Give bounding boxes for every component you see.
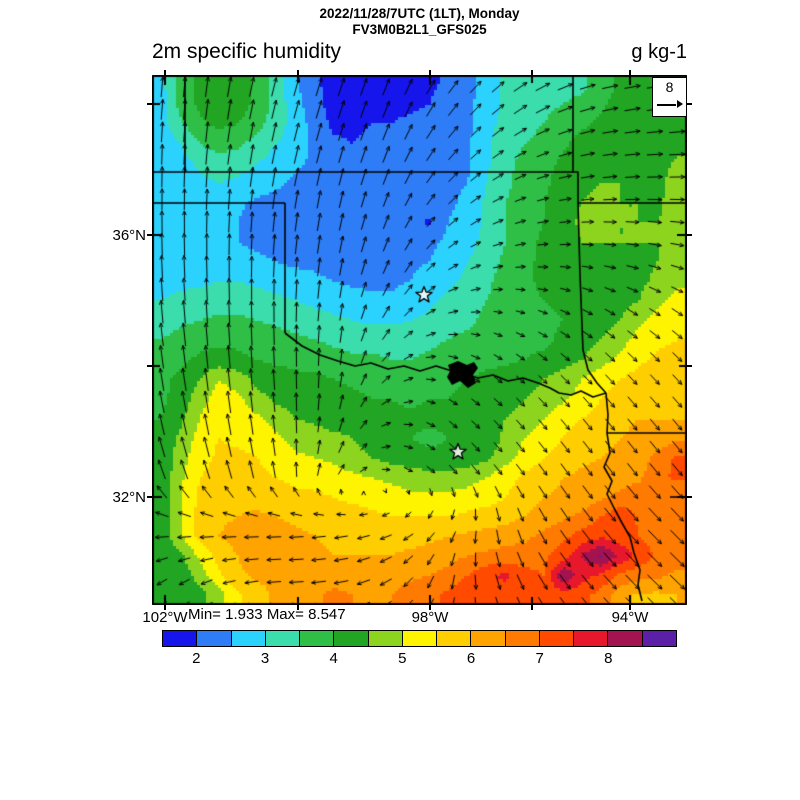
colorbar-cell xyxy=(299,630,335,647)
axis-tick xyxy=(147,103,152,105)
lon-label-94w: 94°W xyxy=(611,609,649,626)
lat-label-36n: 36°N xyxy=(112,227,146,244)
axis-tick xyxy=(629,605,631,610)
axis-tick xyxy=(687,365,692,367)
colorbar-cell xyxy=(264,630,301,647)
colorbar-cell xyxy=(162,630,198,647)
colorbar-cell xyxy=(367,630,403,647)
lat-label-32n: 32°N xyxy=(112,489,146,506)
axis-tick xyxy=(429,70,431,75)
axis-tick xyxy=(531,70,533,75)
axis-tick xyxy=(147,365,152,367)
colorbar-cell xyxy=(504,630,540,647)
colorbar-cell xyxy=(470,630,506,647)
axis-tick xyxy=(164,605,166,610)
humidity-map-canvas xyxy=(152,75,687,605)
axis-tick xyxy=(629,70,631,75)
axis-tick xyxy=(531,605,533,610)
axis-tick xyxy=(687,234,692,236)
axis-tick xyxy=(429,605,431,610)
colorbar-tick-label: 8 xyxy=(604,650,613,667)
units-label: g kg-1 xyxy=(631,41,687,63)
map-area: 8 xyxy=(147,70,692,610)
axis-tick xyxy=(297,605,299,610)
axis-tick xyxy=(687,496,692,498)
axis-tick xyxy=(164,70,166,75)
wind-reference-box: 8 xyxy=(652,77,687,117)
colorbar-cell xyxy=(607,630,643,647)
colorbar-tick-label: 4 xyxy=(329,650,338,667)
axis-tick xyxy=(147,496,152,498)
wind-reference-arrowhead-icon xyxy=(677,100,683,108)
axis-tick xyxy=(147,234,152,236)
colorbar-cell xyxy=(641,630,677,647)
colorbar-cell xyxy=(573,630,609,647)
colorbar-tick-label: 2 xyxy=(192,650,201,667)
lon-label-98w: 98°W xyxy=(411,609,449,626)
wind-reference-value: 8 xyxy=(665,79,674,95)
max-value: Max= 8.547 xyxy=(266,606,346,623)
colorbar-cell xyxy=(436,630,472,647)
colorbar-cell xyxy=(538,630,575,647)
axis-tick xyxy=(687,103,692,105)
title-model: FV3M0B2L1_GFS025 xyxy=(352,22,487,37)
colorbar-cell xyxy=(401,630,438,647)
colorbar xyxy=(162,630,677,647)
colorbar-tick-label: 7 xyxy=(535,650,544,667)
title-datetime: 2022/11/28/7UTC (1LT), Monday xyxy=(319,6,520,21)
colorbar-cell xyxy=(196,630,232,647)
min-max-stats: Min= 1.933 Max= 8.547 xyxy=(188,606,346,623)
lon-label-102w: 102°W xyxy=(142,609,188,626)
colorbar-tick-label: 5 xyxy=(398,650,407,667)
colorbar-tick-label: 3 xyxy=(260,650,270,667)
colorbar-cell xyxy=(333,630,369,647)
colorbar-cell xyxy=(230,630,266,647)
wind-reference-arrow xyxy=(657,104,676,106)
variable-title: 2m specific humidity xyxy=(152,40,342,63)
colorbar-tick-label: 6 xyxy=(466,650,476,667)
min-value: Min= 1.933 xyxy=(188,606,263,623)
axis-tick xyxy=(297,70,299,75)
